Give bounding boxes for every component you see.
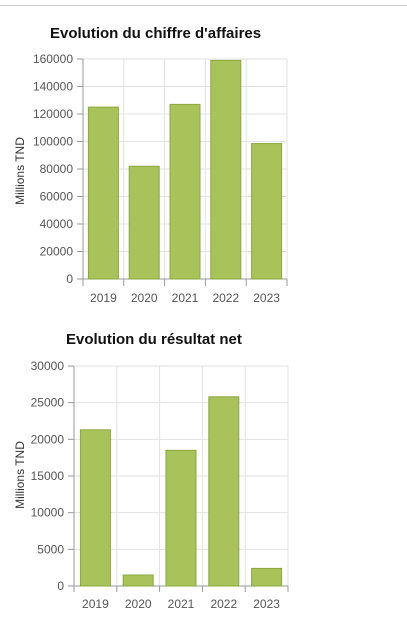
y-tick-label: 0 — [57, 579, 64, 593]
y-tick-label: 5000 — [37, 542, 64, 556]
x-tick-label: 2021 — [168, 597, 195, 611]
bar — [79, 429, 111, 587]
y-tick-label: 20000 — [31, 432, 65, 446]
x-tick-label: 2020 — [131, 291, 158, 305]
y-tick-label: 160000 — [33, 52, 73, 66]
x-tick-label: 2019 — [90, 291, 117, 305]
revenue-chart-panel: Evolution du chiffre d'affaires Millions… — [13, 25, 288, 305]
y-tick-label: 30000 — [31, 359, 65, 373]
y-tick-label: 25000 — [31, 396, 65, 410]
x-tick-label: 2022 — [212, 291, 239, 305]
bar — [128, 165, 160, 280]
x-tick-label: 2022 — [210, 597, 237, 611]
x-tick-label: 2021 — [172, 291, 199, 305]
bar — [208, 396, 240, 587]
y-tick-label: 40000 — [40, 217, 74, 231]
y-tick-label: 120000 — [33, 107, 73, 121]
chart-title: Evolution du résultat net — [66, 331, 242, 348]
bar — [251, 567, 283, 587]
y-tick-label: 140000 — [33, 80, 73, 94]
bar — [169, 103, 201, 280]
bar — [251, 143, 283, 280]
y-tick-label: 10000 — [31, 506, 65, 520]
y-tick-label: 0 — [66, 272, 73, 286]
y-tick-label: 20000 — [40, 245, 74, 259]
y-tick-label: 60000 — [40, 190, 74, 204]
chart-title: Evolution du chiffre d'affaires — [50, 25, 262, 42]
bar — [87, 106, 119, 280]
x-tick-label: 2020 — [125, 597, 152, 611]
y-tick-label: 100000 — [33, 135, 73, 149]
bar — [210, 59, 242, 280]
top-divider — [0, 5, 407, 6]
x-tick-label: 2023 — [253, 597, 280, 611]
bar — [122, 574, 154, 587]
bar — [165, 449, 197, 587]
y-tick-label: 80000 — [40, 162, 74, 176]
x-tick-label: 2023 — [253, 291, 280, 305]
revenue-bar-chart: 0 20000 40000 60000 80000 100000 120000 140000 1… — [33, 52, 288, 305]
y-tick-label: 15000 — [31, 469, 65, 483]
x-tick-label: 2019 — [82, 597, 109, 611]
